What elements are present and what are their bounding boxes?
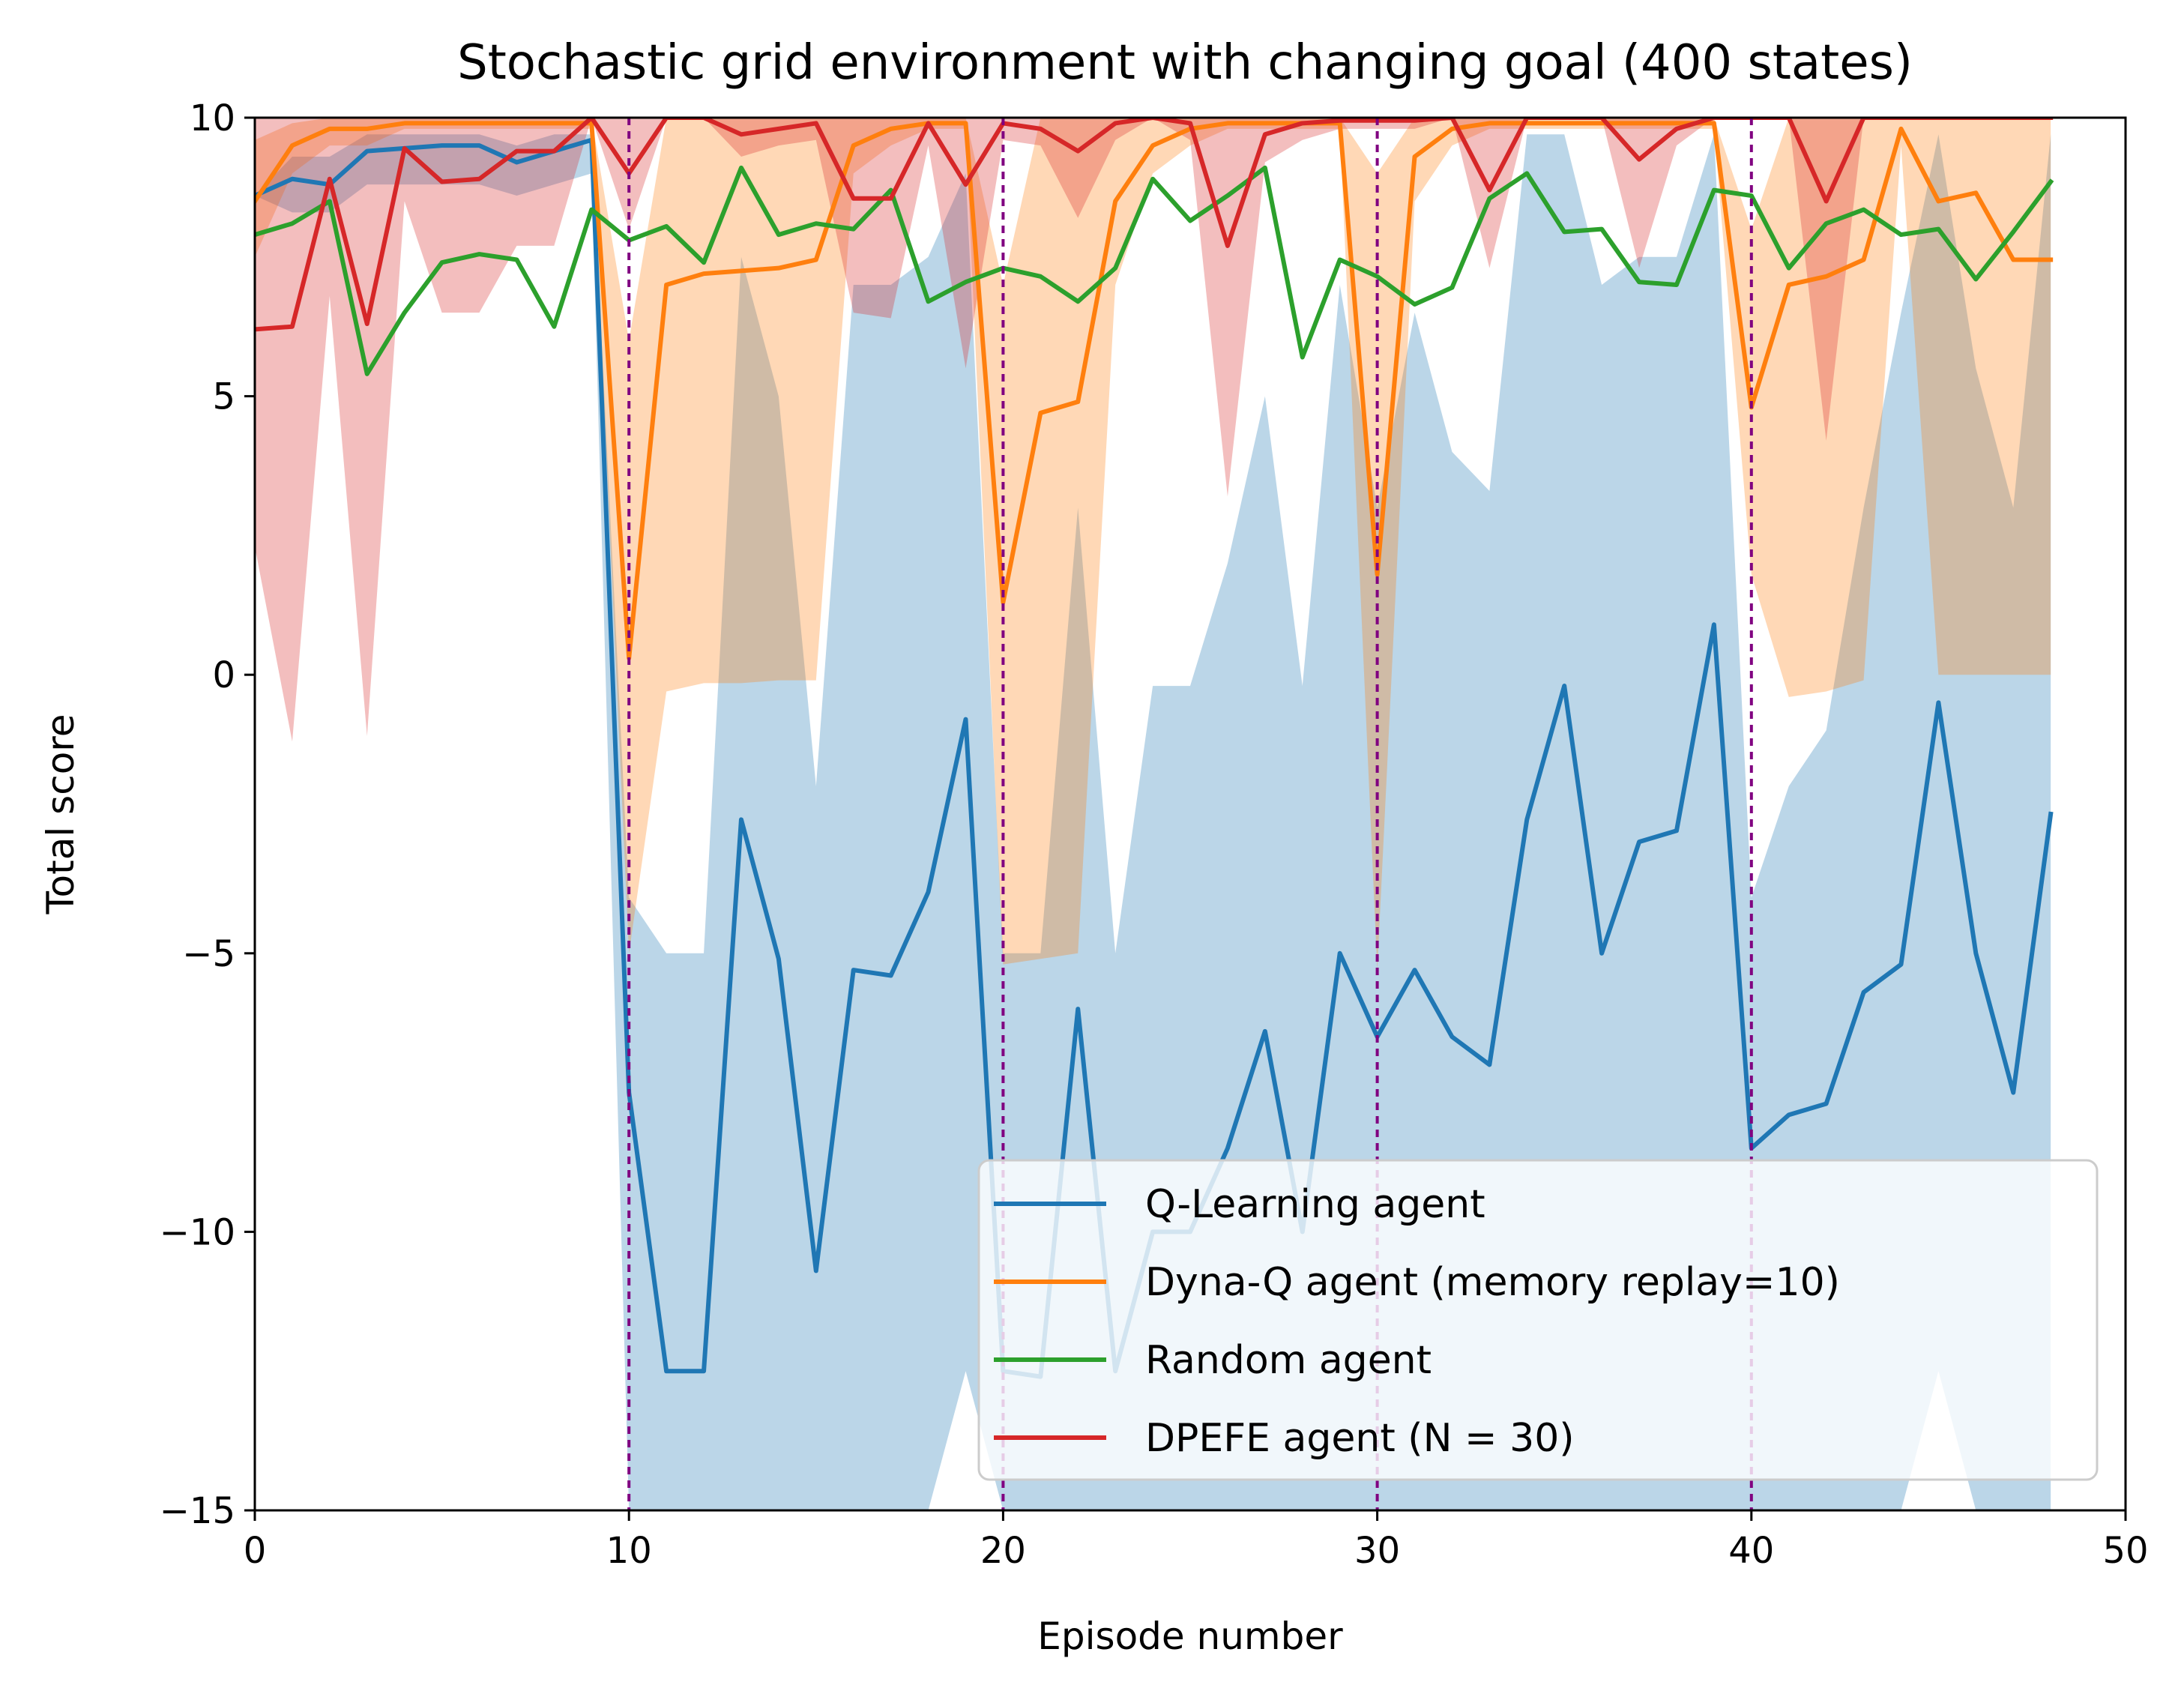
x-axis-label: Episode number bbox=[1037, 1615, 1343, 1658]
y-axis-label: Total score bbox=[39, 714, 82, 914]
y-tick-label: −5 bbox=[182, 933, 235, 975]
line-series-2 bbox=[255, 165, 2054, 376]
x-axis: 0 10 20 30 40 50 bbox=[244, 1510, 2149, 1572]
chart-title: Stochastic grid environment with changin… bbox=[457, 35, 1913, 91]
plot-frame bbox=[253, 116, 2127, 1512]
legend-box bbox=[977, 1159, 2099, 1481]
x-tick-label: 0 bbox=[244, 1530, 267, 1572]
y-tick-label: 10 bbox=[190, 97, 235, 139]
y-tick-label: 0 bbox=[212, 654, 235, 696]
legend-label-3: DPEFE agent (N = 30) bbox=[1145, 1416, 1575, 1461]
y-tick-label: −10 bbox=[160, 1211, 235, 1253]
band-series-3 bbox=[255, 118, 2051, 742]
x-tick-label: 40 bbox=[1728, 1530, 1774, 1572]
line-series-3 bbox=[255, 118, 2054, 332]
x-tick-label: 20 bbox=[980, 1530, 1026, 1572]
legend-label-1: Dyna-Q agent (memory replay=10) bbox=[1145, 1260, 1840, 1305]
x-tick-label: 50 bbox=[2102, 1530, 2148, 1572]
band-series-1 bbox=[255, 118, 2051, 971]
legend-label-2: Random agent bbox=[1145, 1338, 1432, 1383]
legend: Q-Learning agent Dyna-Q agent (memory rep… bbox=[977, 1159, 2099, 1481]
x-tick-label: 10 bbox=[606, 1530, 652, 1572]
y-tick-label: −15 bbox=[160, 1490, 235, 1532]
y-axis: −15 −10 −5 0 5 10 bbox=[160, 97, 255, 1532]
legend-label-0: Q-Learning agent bbox=[1145, 1182, 1485, 1227]
y-tick-label: 5 bbox=[212, 376, 235, 418]
x-tick-label: 30 bbox=[1354, 1530, 1400, 1572]
